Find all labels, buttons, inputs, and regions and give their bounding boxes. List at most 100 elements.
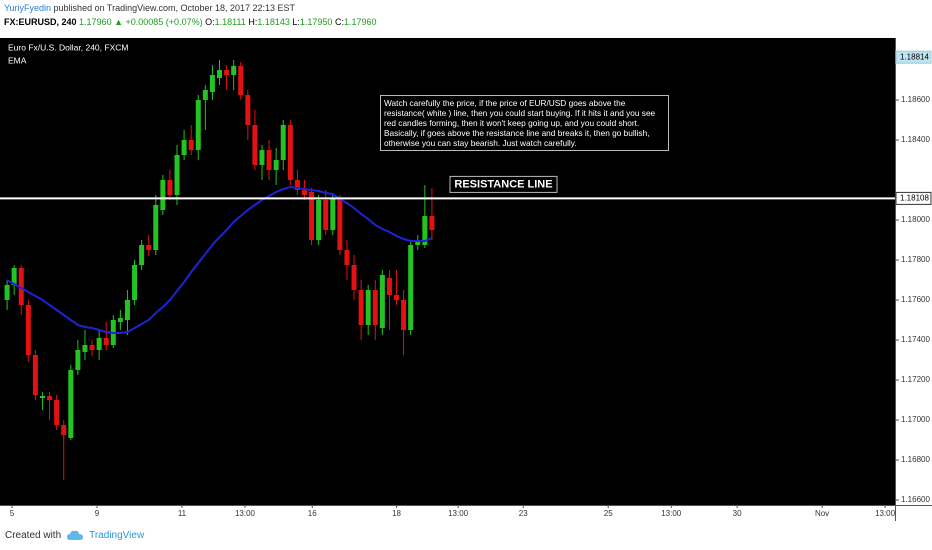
x-tick-label: 9 xyxy=(95,509,100,518)
candle-body xyxy=(301,190,307,195)
symbol: FX:EURUSD, 240 xyxy=(4,17,77,27)
x-tick-label: 13:00 xyxy=(448,509,469,518)
ema-line xyxy=(6,185,433,334)
indicator-name: EMA xyxy=(8,55,27,65)
candle-body xyxy=(153,205,159,250)
candle-body xyxy=(287,125,293,180)
chart: Euro Fx/U.S. Dollar, 240, FXCM EMA 1.166… xyxy=(0,38,932,521)
candle-body xyxy=(89,345,95,350)
y-tick-label: 1.17200 xyxy=(901,375,930,384)
candle-body xyxy=(139,245,145,265)
x-tick-label: 25 xyxy=(604,509,613,518)
close: 1.17960 xyxy=(343,17,377,27)
candle-body xyxy=(11,268,17,285)
resistance-label-box xyxy=(449,175,558,193)
candle-body xyxy=(103,338,109,345)
candle-body xyxy=(309,192,315,240)
candle-body xyxy=(337,198,343,250)
candle-body xyxy=(259,150,265,165)
y-tick-label: 1.16800 xyxy=(901,455,930,464)
candle-body xyxy=(358,290,364,325)
candle-body xyxy=(266,150,272,170)
candle-body xyxy=(323,200,329,230)
candle-body xyxy=(96,338,102,350)
candle-body xyxy=(379,275,385,328)
x-tick-label: 5 xyxy=(10,509,15,518)
y-tick-label: 1.17000 xyxy=(901,415,930,424)
x-tick-label: 16 xyxy=(308,509,317,518)
candle-body xyxy=(68,370,74,438)
candle-body xyxy=(124,300,130,320)
price-label: 1.18108 xyxy=(900,194,929,203)
x-axis-background xyxy=(0,505,932,521)
candle-body xyxy=(316,200,322,240)
candle-body xyxy=(61,425,67,435)
candle-body xyxy=(160,180,166,210)
candle-body xyxy=(4,285,10,300)
quote-line: FX:EURUSD, 240 1.17960 ▲ +0.00085 (+0.07… xyxy=(4,17,377,27)
x-tick-label: 11 xyxy=(178,509,187,518)
candle-body xyxy=(344,250,350,265)
low: 1.17950 xyxy=(299,17,333,27)
candle-body xyxy=(217,70,223,78)
x-tick-label: Nov xyxy=(815,509,829,518)
candle-body xyxy=(174,155,180,195)
created-with: Created with xyxy=(5,530,62,541)
x-tick-label: 18 xyxy=(392,509,401,518)
candle-body xyxy=(209,75,215,92)
candle-body xyxy=(330,198,336,230)
x-tick-label: 13:00 xyxy=(661,509,682,518)
candle-body xyxy=(39,396,45,398)
candle-body xyxy=(117,318,123,322)
candle-body xyxy=(386,278,392,295)
footer: Created with TradingView xyxy=(5,530,144,541)
resistance-label: RESISTANCE LINE xyxy=(454,178,552,190)
l-label: L: xyxy=(292,17,300,27)
x-tick-label: 13:00 xyxy=(235,509,256,518)
x-tick-label: 23 xyxy=(519,509,528,518)
candle-body xyxy=(252,125,258,165)
candle-body xyxy=(132,265,138,300)
candle-body xyxy=(401,300,407,330)
candle-body xyxy=(394,295,400,300)
candle-body xyxy=(245,95,251,125)
open: 1.18111 xyxy=(214,17,246,27)
candle-body xyxy=(188,140,194,150)
price-label-box xyxy=(895,50,932,64)
candle-body xyxy=(422,216,428,245)
candle-body xyxy=(25,305,31,355)
candle-body xyxy=(18,268,24,305)
candle-body xyxy=(273,160,279,170)
y-tick-label: 1.18600 xyxy=(901,95,930,104)
o-label: O: xyxy=(205,17,215,27)
y-tick-label: 1.17400 xyxy=(901,335,930,344)
logo xyxy=(67,530,84,540)
y-tick-label: 1.17600 xyxy=(901,295,930,304)
x-tick-label: 30 xyxy=(733,509,742,518)
candle-body xyxy=(202,90,208,100)
candle-body xyxy=(372,290,378,325)
high: 1.18143 xyxy=(257,17,290,27)
candle-body xyxy=(195,100,201,150)
annotation: Watch carefully the price, if the price … xyxy=(380,95,669,151)
header-line: YuriyFyedin published on TradingView.com… xyxy=(4,3,295,13)
candle-body xyxy=(224,70,230,75)
h-label: H: xyxy=(248,17,258,27)
candle-body xyxy=(146,245,152,250)
candle-body xyxy=(231,66,237,75)
candle-body xyxy=(167,180,173,195)
candle-body xyxy=(238,66,244,95)
candle-body xyxy=(294,180,300,190)
candle-body xyxy=(54,400,60,425)
candle-body xyxy=(181,140,187,155)
candle-body xyxy=(32,355,38,395)
candle-body xyxy=(429,216,435,230)
candle-body xyxy=(351,265,357,290)
candle-body xyxy=(280,125,286,160)
chart-title: Euro Fx/U.S. Dollar, 240, FXCM xyxy=(8,42,128,52)
c-label: C: xyxy=(334,17,344,27)
candle-body xyxy=(75,350,81,370)
author[interactable]: YuriyFyedin xyxy=(4,3,52,13)
candle-body xyxy=(415,242,421,245)
